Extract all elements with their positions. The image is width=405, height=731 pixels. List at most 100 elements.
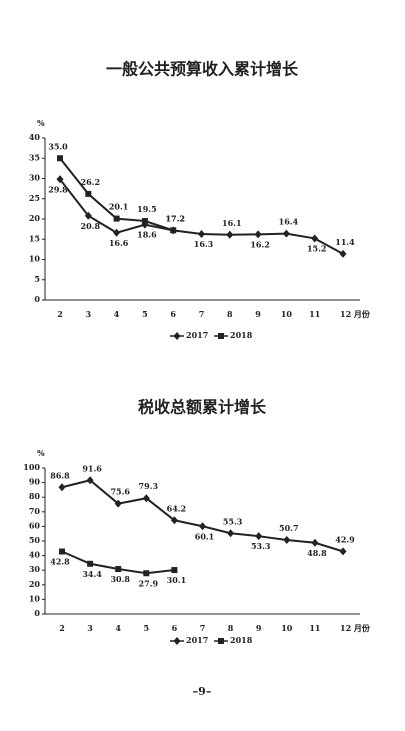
- y-tick-label: 5: [34, 274, 40, 284]
- marker: [57, 155, 63, 162]
- marker: [141, 218, 148, 225]
- data-label: 17.2: [165, 213, 184, 223]
- marker: [87, 560, 94, 567]
- marker: [226, 230, 234, 239]
- marker: [282, 229, 290, 238]
- x-tick-label: 5: [142, 309, 148, 319]
- marker: [198, 229, 205, 238]
- y-tick-label: 0: [34, 608, 40, 618]
- data-label: 27.9: [139, 578, 159, 588]
- x-tick-label: 4: [114, 309, 120, 319]
- marker: [170, 516, 178, 525]
- y-tick-label: 50: [29, 535, 41, 545]
- y-axis-label: %: [37, 448, 45, 458]
- data-label: 26.2: [81, 177, 100, 187]
- y-tick-label: 40: [29, 550, 41, 560]
- data-label: 15.2: [307, 243, 326, 253]
- y-tick-label: 90: [29, 477, 41, 487]
- marker: [218, 638, 224, 644]
- x-tick-label: 5: [144, 623, 150, 633]
- data-label: 16.3: [194, 239, 214, 249]
- x-tick-label: 11: [309, 623, 320, 633]
- marker: [84, 211, 92, 220]
- y-tick-label: 10: [29, 593, 41, 603]
- marker: [227, 529, 235, 538]
- chart-title: 一般公共预算收入累计增长: [106, 60, 299, 79]
- x-tick-label: 7: [200, 623, 206, 633]
- y-tick-label: 0: [34, 294, 40, 304]
- x-tick-label: 12 月份: [340, 309, 371, 319]
- y-tick-label: 100: [23, 462, 40, 472]
- y-tick-label: 40: [29, 132, 41, 142]
- data-label: 79.3: [139, 481, 159, 491]
- marker: [339, 547, 347, 556]
- data-label: 86.8: [50, 470, 70, 480]
- marker: [170, 227, 177, 234]
- legend-label: 2017: [186, 635, 208, 645]
- y-tick-label: 20: [29, 579, 41, 589]
- marker: [173, 637, 181, 645]
- marker: [171, 567, 178, 574]
- marker: [143, 570, 150, 577]
- data-label: 16.4: [279, 217, 299, 227]
- x-tick-label: 2: [57, 309, 63, 319]
- marker: [339, 249, 347, 258]
- marker: [115, 566, 122, 573]
- x-tick-label: 6: [172, 623, 178, 633]
- x-tick-label: 3: [87, 623, 93, 633]
- data-label: 34.4: [82, 569, 102, 579]
- marker: [283, 535, 291, 544]
- legend-label: 2018: [230, 635, 253, 645]
- x-tick-label: 12 月份: [340, 623, 371, 633]
- data-label: 75.6: [110, 487, 130, 497]
- data-label: 53.3: [251, 541, 271, 551]
- legend-label: 2018: [230, 330, 253, 340]
- marker: [113, 215, 120, 222]
- data-label: 20.1: [109, 202, 128, 212]
- data-label: 19.5: [137, 204, 156, 214]
- x-tick-label: 2: [59, 623, 65, 633]
- data-label: 91.6: [82, 463, 102, 473]
- data-label: 11.4: [335, 237, 355, 247]
- data-label: 16.6: [109, 238, 129, 248]
- marker: [142, 494, 150, 503]
- marker: [59, 548, 65, 555]
- marker: [311, 234, 319, 243]
- y-tick-label: 70: [29, 506, 41, 516]
- marker: [199, 522, 206, 531]
- data-label: 48.8: [307, 548, 327, 558]
- x-tick-label: 3: [86, 309, 92, 319]
- data-label: 16.2: [250, 239, 269, 249]
- marker: [254, 230, 262, 239]
- x-tick-label: 10: [281, 623, 293, 633]
- marker: [85, 190, 92, 197]
- x-tick-label: 11: [309, 309, 320, 319]
- data-label: 17.2: [165, 213, 184, 223]
- data-label: 42.9: [335, 534, 355, 544]
- marker: [58, 483, 66, 492]
- marker: [86, 476, 94, 485]
- data-label: 30.8: [110, 574, 130, 584]
- y-tick-label: 15: [29, 233, 40, 243]
- y-tick-label: 25: [29, 193, 40, 203]
- legend-label: 2017: [186, 330, 208, 340]
- y-axis-label: %: [37, 118, 45, 128]
- x-tick-label: 6: [170, 309, 176, 319]
- marker: [113, 228, 121, 237]
- y-tick-label: 20: [29, 213, 41, 223]
- data-label: 55.3: [223, 516, 243, 526]
- data-label: 50.7: [279, 523, 298, 533]
- y-tick-label: 10: [29, 254, 41, 264]
- marker: [311, 538, 319, 547]
- data-label: 35.0: [48, 141, 68, 151]
- x-tick-label: 4: [115, 623, 121, 633]
- data-label: 20.8: [81, 221, 101, 231]
- data-label: 60.1: [195, 531, 214, 541]
- x-tick-label: 8: [228, 623, 234, 633]
- marker: [218, 333, 224, 339]
- data-label: 29.8: [48, 184, 68, 194]
- y-tick-label: 80: [29, 491, 41, 501]
- x-tick-label: 9: [256, 623, 262, 633]
